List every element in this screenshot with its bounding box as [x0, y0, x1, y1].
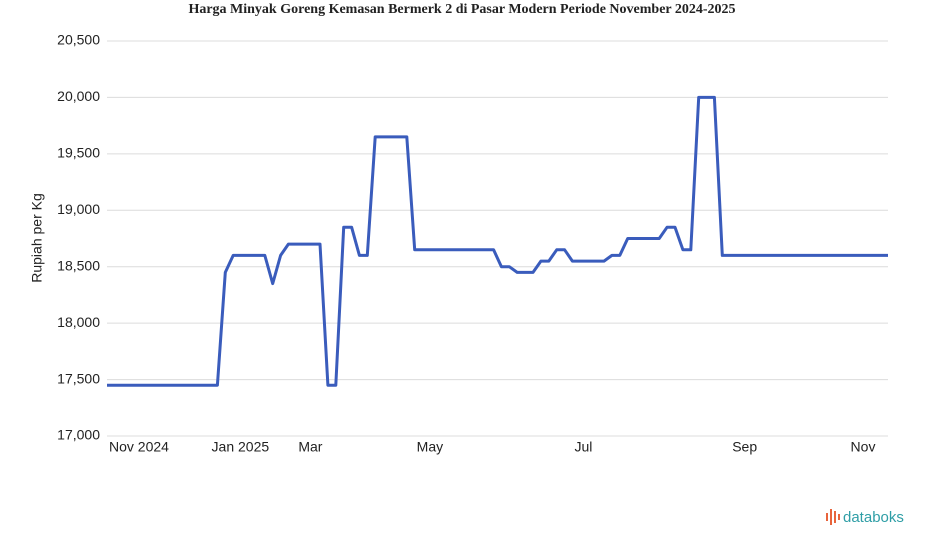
x-tick-label: Sep — [732, 439, 757, 455]
logo: databoks — [826, 509, 904, 526]
x-tick-label: Nov — [851, 439, 876, 455]
y-tick-label: 17,500 — [57, 370, 100, 386]
y-axis-title: Rupiah per Kg — [29, 193, 45, 283]
y-tick-label: 20,500 — [57, 32, 100, 48]
x-tick-label: Jul — [574, 439, 592, 455]
price-line — [107, 95, 888, 387]
y-tick-label: 19,500 — [57, 145, 100, 161]
y-tick-label: 17,000 — [57, 427, 100, 443]
y-tick-label: 18,500 — [57, 257, 100, 273]
y-tick-label: 20,000 — [57, 88, 100, 104]
logo-bar — [834, 511, 836, 523]
x-tick-label: Jan 2025 — [212, 439, 270, 455]
logo-bar — [830, 509, 832, 525]
logo-bar — [838, 514, 840, 520]
source: databoks — [843, 509, 904, 526]
chart-title: Harga Minyak Goreng Kemasan Bermerk 2 di… — [188, 2, 735, 17]
x-tick-label: Nov 2024 — [109, 439, 169, 455]
y-tick-label: 18,000 — [57, 314, 100, 330]
logo-bar — [826, 513, 828, 521]
x-tick-label: May — [417, 439, 443, 455]
x-tick-label: Mar — [298, 439, 322, 455]
y-tick-label: 19,000 — [57, 201, 100, 217]
